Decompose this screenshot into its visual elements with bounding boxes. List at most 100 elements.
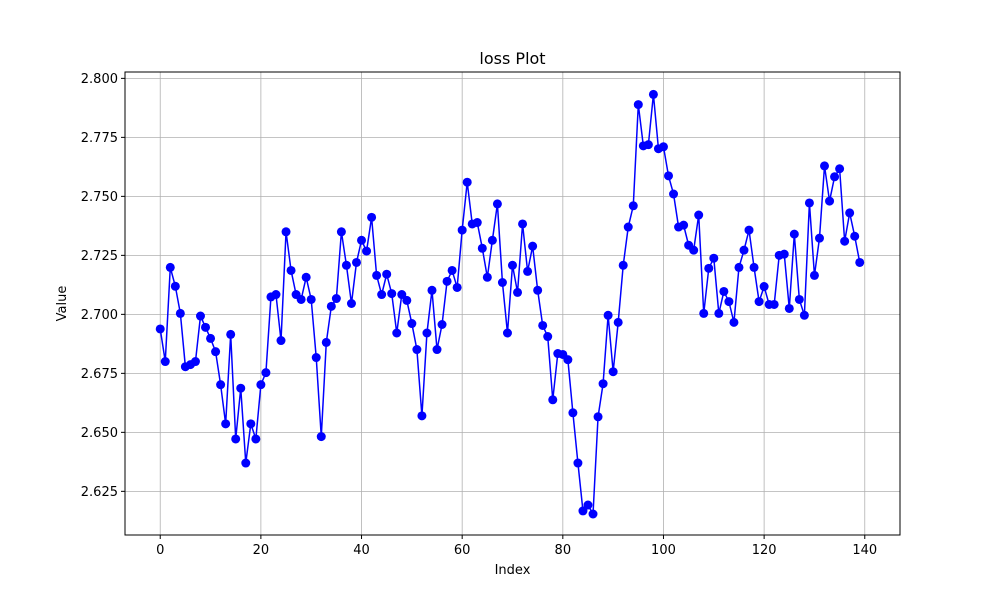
data-point	[326, 301, 336, 311]
data-point	[779, 249, 789, 259]
x-tick-label: 140	[852, 543, 877, 558]
data-point	[357, 235, 367, 245]
data-point	[492, 199, 502, 209]
data-point	[457, 225, 467, 235]
data-point	[628, 201, 638, 211]
data-point	[175, 308, 185, 318]
data-point	[573, 458, 583, 468]
data-point	[648, 89, 658, 99]
data-point	[658, 142, 668, 152]
data-point	[825, 196, 835, 206]
data-point	[734, 262, 744, 272]
data-point	[251, 434, 261, 444]
data-point	[618, 260, 628, 270]
data-point	[336, 227, 346, 237]
x-tick-label: 100	[651, 543, 676, 558]
data-point	[608, 367, 618, 377]
y-tick-label: 2.800	[81, 72, 118, 87]
data-point	[508, 260, 517, 270]
data-point	[840, 236, 850, 246]
data-point	[201, 322, 211, 332]
data-point	[759, 282, 769, 292]
data-point	[850, 231, 860, 241]
data-point	[548, 395, 558, 405]
y-tick-label: 2.725	[81, 249, 118, 264]
data-point	[578, 506, 588, 516]
data-point	[437, 320, 447, 330]
data-point	[820, 161, 830, 171]
y-tick-label: 2.775	[81, 131, 118, 146]
data-point	[372, 270, 382, 280]
y-tick-label: 2.625	[81, 485, 118, 500]
data-point	[633, 100, 643, 110]
data-point	[568, 408, 578, 418]
data-point	[794, 294, 804, 304]
data-point	[206, 333, 216, 343]
plot-frame	[124, 71, 901, 536]
data-point	[749, 262, 759, 272]
data-point	[643, 140, 653, 150]
data-point	[392, 328, 402, 338]
data-point	[704, 263, 714, 273]
axis-ticks: 0 20 40 60 80 100 120 140 2.625 2.650 2.675 2.700 2.…	[81, 72, 877, 558]
data-point	[603, 310, 613, 320]
data-point	[799, 310, 809, 320]
x-tick-label: 20	[253, 543, 270, 558]
y-tick-label: 2.675	[81, 367, 118, 382]
y-tick-label: 2.750	[81, 190, 118, 205]
data-point	[724, 297, 734, 307]
data-point	[256, 380, 266, 390]
data-point	[477, 243, 487, 253]
data-point	[538, 320, 548, 330]
data-point	[709, 253, 719, 263]
data-point	[482, 272, 492, 282]
data-point	[170, 281, 180, 291]
data-point	[689, 245, 699, 255]
data-point	[341, 260, 351, 270]
data-point	[195, 311, 205, 321]
data-point	[699, 308, 709, 318]
data-point	[502, 328, 512, 338]
data-point	[804, 198, 814, 208]
x-axis-label: Index	[495, 563, 531, 578]
data-point	[367, 212, 377, 222]
data-point	[160, 357, 170, 367]
data-point	[422, 328, 432, 338]
data-point	[362, 246, 372, 256]
data-point	[563, 355, 573, 365]
data-point	[598, 379, 608, 389]
y-axis-label: Value	[55, 286, 70, 322]
data-point	[835, 164, 845, 174]
data-point	[427, 285, 437, 295]
data-point	[271, 290, 281, 300]
data-point	[533, 285, 543, 295]
data-point	[518, 219, 528, 229]
data-point	[316, 432, 326, 442]
data-point	[246, 419, 256, 429]
data-point	[306, 294, 316, 304]
data-point	[789, 229, 799, 239]
chart-title: loss Plot	[479, 49, 545, 68]
data-point	[226, 329, 236, 339]
data-point	[261, 368, 271, 378]
data-point	[216, 380, 226, 390]
data-point	[719, 286, 729, 296]
data-point	[190, 357, 200, 367]
data-point	[830, 172, 840, 182]
y-tick-label: 2.650	[81, 426, 118, 441]
x-tick-label: 40	[353, 543, 370, 558]
data-point	[669, 189, 679, 199]
data-point	[623, 222, 633, 232]
data-point	[523, 266, 533, 276]
data-point	[407, 319, 417, 329]
data-point	[814, 233, 824, 243]
x-tick-label: 0	[156, 543, 164, 558]
data-point	[714, 308, 724, 318]
data-point	[301, 272, 311, 282]
data-point	[442, 276, 452, 286]
data-point	[447, 265, 457, 275]
data-point	[351, 257, 361, 267]
data-point	[744, 225, 754, 235]
data-point	[221, 419, 231, 429]
